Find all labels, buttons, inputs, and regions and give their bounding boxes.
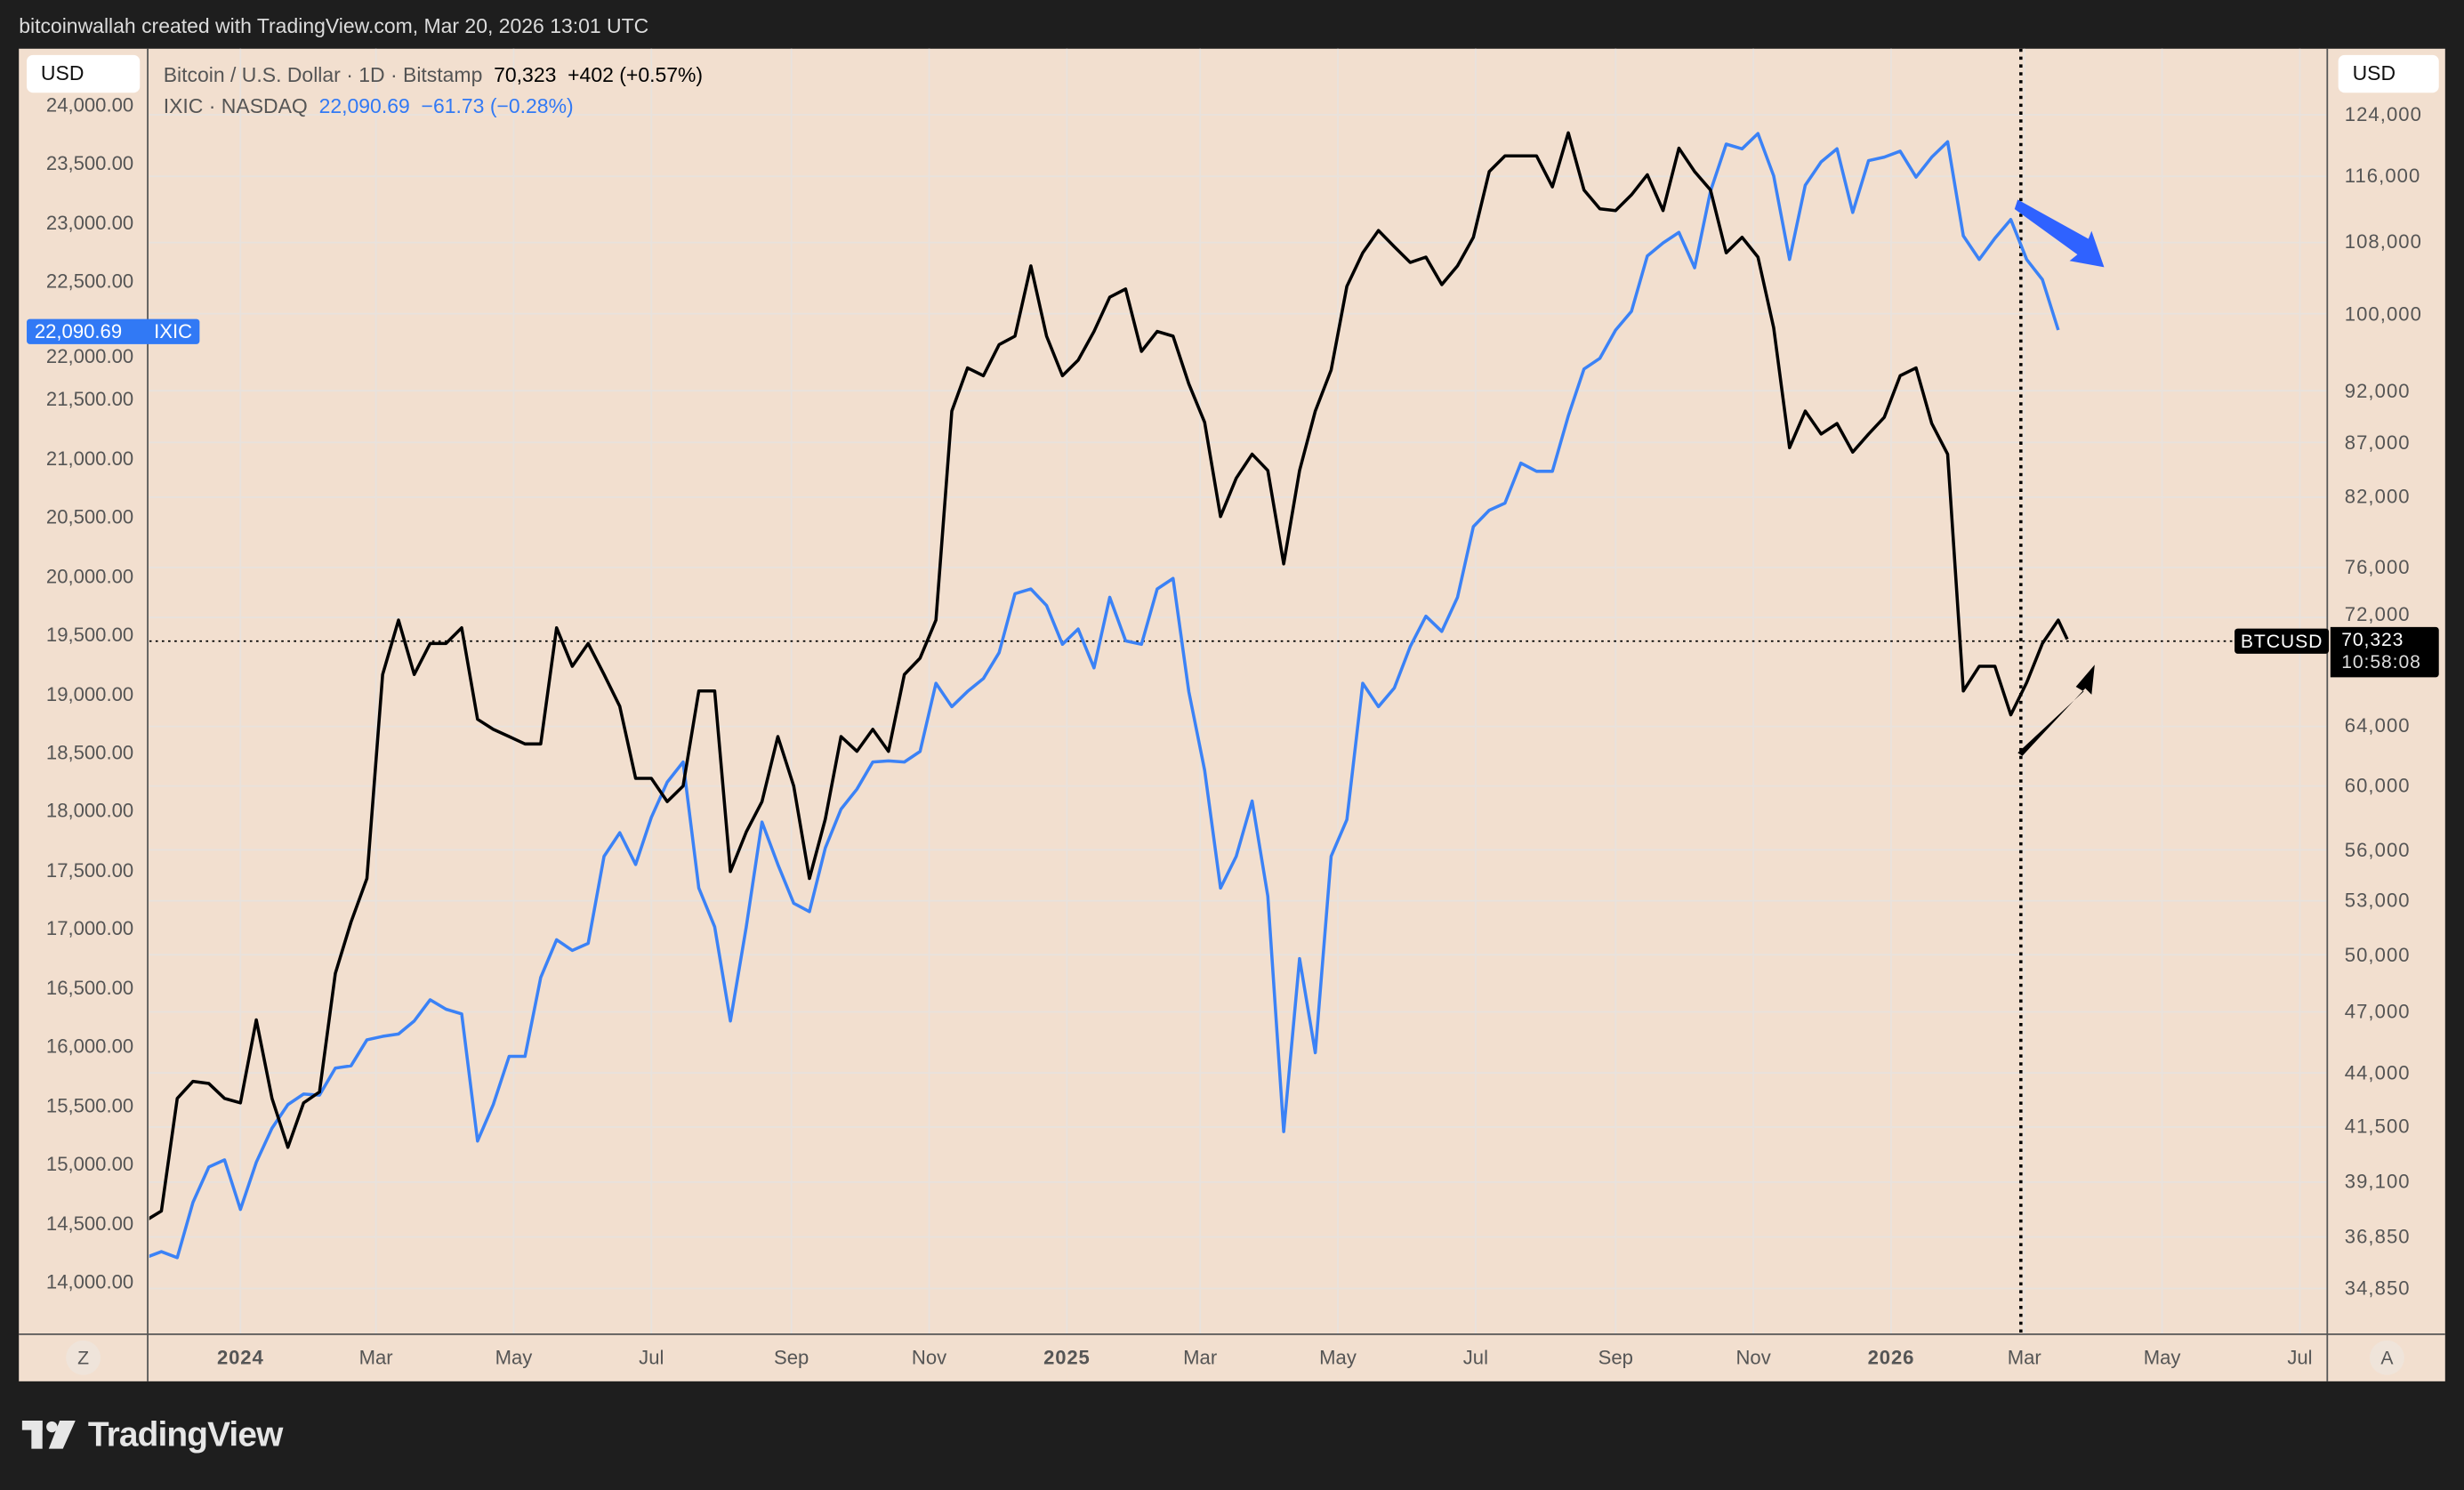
left-axis-tick-label: 18,000.00: [45, 800, 134, 823]
left-axis-tick-label: 16,000.00: [45, 1035, 134, 1059]
time-axis-tick-label: Jul: [1462, 1346, 1488, 1369]
right-axis-tick-label: 72,000: [2344, 603, 2411, 626]
time-axis-tick-label: Jul: [639, 1346, 664, 1369]
left-axis-tick-label: 19,000.00: [45, 682, 134, 705]
right-axis-tick-label: 64,000: [2344, 715, 2411, 737]
legend-btc-name: Bitcoin / U.S. Dollar · 1D · Bitstamp: [163, 62, 483, 87]
right-axis-tick-label: 44,000: [2344, 1061, 2411, 1084]
right-axis-tick-label: 100,000: [2344, 302, 2422, 325]
ixic-tag-symbol: IXIC: [154, 320, 193, 343]
time-axis-tick-label: 2024: [216, 1346, 264, 1369]
right-axis-tick-label: 47,000: [2344, 1001, 2411, 1023]
right-axis-tick-label: 36,850: [2344, 1226, 2411, 1248]
left-axis-tick-label: 20,500.00: [45, 506, 134, 528]
time-axis-tick-label: 2025: [1043, 1346, 1091, 1369]
blue-trend-down-arrow-icon: [2014, 199, 2105, 268]
right-axis-tick-label: 53,000: [2344, 890, 2411, 913]
legend-btc-change: +402 (+0.57%): [568, 62, 704, 87]
time-axis-tick-label: May: [1319, 1346, 1357, 1369]
time-axis-tick-label: Sep: [774, 1346, 809, 1369]
ixic-tag-price: 22,090.69: [34, 320, 123, 343]
right-currency-button[interactable]: USD: [2338, 54, 2439, 93]
time-axis-tick-label: Nov: [911, 1346, 947, 1369]
left-axis-tick-label: 21,500.00: [45, 388, 134, 411]
chart-frame: [19, 48, 2445, 1381]
time-axis-tick-label: Mar: [1183, 1346, 1218, 1369]
left-currency-button[interactable]: USD: [27, 54, 141, 93]
ixic-series-line: [149, 132, 2060, 1260]
time-axis-tick-label: Mar: [358, 1346, 393, 1369]
left-axis-tick-label: 15,500.00: [45, 1094, 134, 1117]
left-axis-tick-label: 22,500.00: [45, 270, 134, 294]
left-axis-tick-label: 16,500.00: [45, 977, 134, 1000]
left-axis-tick-label: 24,000.00: [45, 93, 134, 117]
time-axis-tick-label: May: [495, 1346, 533, 1369]
right-axis-tick-label: 56,000: [2344, 839, 2411, 861]
black-trend-up-arrow-icon: [2017, 664, 2095, 756]
left-axis-tick-label: 17,000.00: [45, 918, 134, 940]
btc-price-tag: 70,323 10:58:08: [2330, 626, 2439, 678]
tradingview-logo: TradingView: [21, 1413, 283, 1455]
left-axis-tick-label: 18,500.00: [45, 741, 134, 764]
time-axis-tick-label: Mar: [2007, 1346, 2041, 1369]
left-axis-tick-label: 20,000.00: [45, 565, 134, 587]
legend-ixic-change: −61.73 (−0.28%): [421, 93, 574, 118]
btc-symbol-tag: BTCUSD: [2235, 628, 2330, 654]
right-axis-tick-label: 39,100: [2344, 1171, 2411, 1194]
btc-tag-countdown: 10:58:08: [2341, 650, 2421, 673]
right-axis-tick-label: 87,000: [2344, 431, 2411, 454]
time-axis-tick-label: Jul: [2287, 1346, 2313, 1369]
auto-scale-button[interactable]: A: [2370, 1340, 2404, 1375]
left-axis-tick-label: 23,500.00: [45, 153, 134, 175]
ixic-price-tag: 22,090.69 IXIC: [27, 318, 200, 344]
left-axis-tick-label: 17,500.00: [45, 859, 134, 882]
zoom-reset-button[interactable]: Z: [66, 1340, 101, 1375]
right-axis-tick-label: 41,500: [2344, 1115, 2411, 1139]
tradingview-logo-text: TradingView: [87, 1413, 283, 1454]
right-axis-tick-label: 92,000: [2344, 379, 2411, 402]
left-axis-tick-label: 19,500.00: [45, 624, 134, 647]
left-axis-tick-label: 15,000.00: [45, 1153, 134, 1176]
tradingview-logo-icon: [21, 1420, 76, 1449]
time-axis-tick-label: Sep: [1598, 1346, 1633, 1369]
right-axis-tick-label: 60,000: [2344, 775, 2411, 798]
legend-btc-last: 70,323: [494, 62, 557, 87]
legend-ixic-last: 22,090.69: [318, 93, 410, 118]
left-axis-tick-label: 23,000.00: [45, 212, 134, 235]
right-axis-tick-label: 108,000: [2344, 231, 2422, 254]
right-axis-tick-label: 116,000: [2344, 165, 2421, 188]
left-axis-tick-label: 14,000.00: [45, 1271, 134, 1293]
right-axis-tick-label: 76,000: [2344, 556, 2411, 579]
right-axis-tick-label: 82,000: [2344, 486, 2411, 509]
legend-ixic-name: IXIC · NASDAQ: [163, 93, 308, 118]
time-axis-tick-label: Nov: [1735, 1346, 1771, 1369]
right-axis-tick-label: 50,000: [2344, 943, 2411, 966]
snapshot-attribution: bitcoinwallah created with TradingView.c…: [19, 13, 649, 38]
right-axis-tick-label: 34,850: [2344, 1277, 2411, 1300]
legend-ixic[interactable]: IXIC · NASDAQ 22,090.69 −61.73 (−0.28%): [164, 94, 574, 117]
left-axis-tick-label: 21,000.00: [45, 447, 134, 470]
btc-tag-price: 70,323: [2341, 628, 2404, 651]
left-axis-tick-label: 22,000.00: [45, 345, 134, 368]
grid-lines: [149, 48, 2328, 1334]
time-axis-tick-label: May: [2143, 1346, 2181, 1369]
left-axis-tick-label: 14,500.00: [45, 1212, 134, 1235]
right-axis-tick-label: 124,000: [2344, 103, 2422, 126]
series-layer: [149, 131, 2069, 1260]
btcusd-series-line: [149, 131, 2069, 1220]
time-axis-tick-label: 2026: [1867, 1346, 1915, 1369]
legend-btc[interactable]: Bitcoin / U.S. Dollar · 1D · Bitstamp 70…: [164, 63, 703, 86]
